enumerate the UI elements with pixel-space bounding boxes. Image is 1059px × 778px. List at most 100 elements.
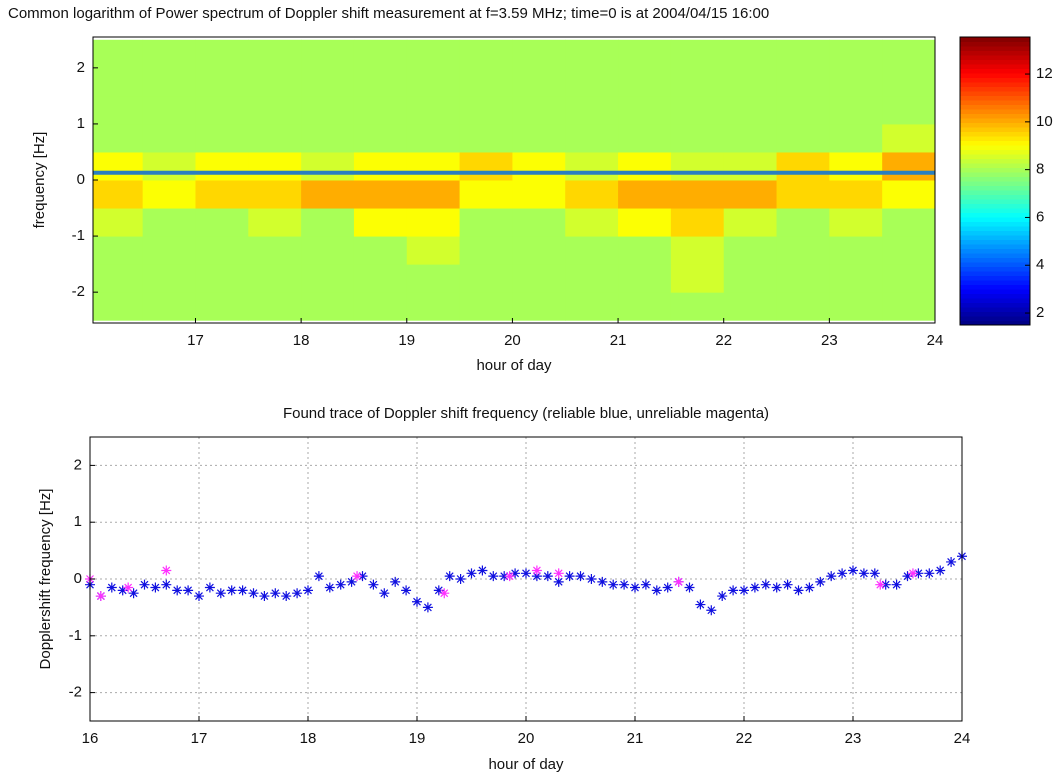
- data-point: [215, 588, 226, 599]
- colorbar-swatch: [960, 262, 1030, 267]
- heatmap-cell: [248, 151, 302, 181]
- data-point: [907, 568, 918, 579]
- heatmap-cell: [618, 151, 672, 181]
- data-point: [444, 571, 455, 582]
- data-point: [706, 605, 717, 616]
- colorbar-swatch: [960, 95, 1030, 101]
- heatmap-cell: [723, 292, 778, 321]
- heatmap-cell: [93, 151, 144, 181]
- heatmap-cell: [829, 95, 883, 125]
- x-axis-label: hour of day: [488, 756, 564, 773]
- data-point: [117, 585, 128, 596]
- heatmap-cell: [565, 264, 619, 293]
- heatmap-cell: [776, 95, 830, 125]
- data-point: [390, 576, 401, 587]
- heatmap-cell: [618, 39, 672, 69]
- data-point: [95, 591, 106, 602]
- x-axis-label: hour of day: [476, 357, 552, 374]
- chart-title: Found trace of Doppler shift frequency (…: [283, 405, 769, 422]
- heatmap-cell: [248, 264, 302, 293]
- colorbar-tick-label: 12: [1036, 65, 1053, 82]
- data-point: [504, 571, 515, 582]
- heatmap-cell: [723, 180, 778, 209]
- colorbar-swatch: [960, 73, 1030, 78]
- colorbar-swatch: [960, 68, 1030, 74]
- heatmap-cell: [618, 264, 672, 293]
- colorbar-swatch: [960, 257, 1030, 263]
- data-point: [695, 599, 706, 610]
- colorbar-swatch: [960, 37, 1030, 42]
- heatmap-cell: [195, 39, 249, 69]
- y-tick-label: -1: [69, 627, 82, 644]
- colorbar-swatch: [960, 41, 1030, 47]
- data-point: [106, 582, 117, 593]
- data-point: [248, 588, 259, 599]
- colorbar-swatch: [960, 118, 1030, 123]
- heatmap-cell: [301, 180, 355, 209]
- colorbar-swatch: [960, 248, 1030, 254]
- heatmap-cell: [353, 208, 408, 237]
- x-tick-label: 18: [300, 730, 317, 747]
- x-tick-label: 24: [954, 730, 971, 747]
- data-point: [466, 568, 477, 579]
- colorbar-swatch: [960, 140, 1030, 146]
- heatmap-cell: [776, 123, 830, 153]
- data-point: [619, 579, 630, 590]
- data-point: [412, 596, 422, 607]
- data-point: [575, 571, 586, 582]
- heatmap-cell: [93, 39, 144, 69]
- heatmap-cell: [248, 180, 302, 209]
- data-point: [128, 588, 139, 599]
- heatmap-cell: [301, 67, 355, 97]
- heatmap-cell: [618, 123, 672, 153]
- data-point: [880, 579, 891, 590]
- heatmap-cell: [459, 236, 513, 265]
- heatmap-cell: [195, 180, 249, 209]
- x-tick-label: 20: [518, 730, 535, 747]
- heatmap-cell: [882, 151, 935, 181]
- colorbar-swatch: [960, 91, 1030, 96]
- heatmap-cell: [301, 236, 355, 265]
- data-point: [608, 579, 619, 590]
- heatmap-cell: [142, 123, 196, 153]
- y-tick-label: 2: [77, 59, 85, 76]
- colorbar-swatch: [960, 145, 1030, 150]
- y-tick-label: -2: [69, 684, 82, 701]
- heatmap-cell: [248, 39, 302, 69]
- heatmap-cell: [353, 180, 408, 209]
- heatmap-cell: [723, 236, 778, 265]
- heatmap-cell: [829, 67, 883, 97]
- x-tick-label: 20: [504, 332, 521, 349]
- heatmap-cell: [353, 236, 408, 265]
- colorbar-swatch: [960, 280, 1030, 285]
- data-point: [586, 574, 597, 584]
- heatmap-cell: [93, 236, 144, 265]
- x-tick-label: 22: [715, 332, 732, 349]
- colorbar-swatch: [960, 176, 1030, 182]
- heatmap-cell: [406, 208, 461, 237]
- data-point: [651, 585, 662, 596]
- heatmap-cell: [406, 39, 461, 69]
- data-point: [123, 582, 134, 593]
- heatmap-cell: [142, 39, 196, 69]
- heatmap-cell: [459, 67, 513, 97]
- heatmap-cell: [512, 292, 566, 321]
- colorbar-swatch: [960, 311, 1030, 317]
- x-tick-label: 21: [610, 332, 627, 349]
- x-tick-label: 17: [191, 730, 208, 747]
- data-point: [630, 582, 640, 593]
- heatmap-cell: [776, 39, 830, 69]
- heatmap-cell: [248, 123, 302, 153]
- colorbar-swatch: [960, 154, 1030, 159]
- colorbar-swatch: [960, 181, 1030, 186]
- colorbar-swatch: [960, 307, 1030, 312]
- heatmap-cell: [301, 151, 355, 181]
- colorbar-swatch: [960, 298, 1030, 303]
- colorbar-tick-label: 4: [1036, 256, 1044, 273]
- colorbar-swatch: [960, 100, 1030, 105]
- data-point: [749, 582, 760, 593]
- heatmap-cell: [459, 292, 513, 321]
- heatmap-cell: [93, 123, 144, 153]
- x-tick-label: 23: [845, 730, 862, 747]
- colorbar-swatch: [960, 235, 1030, 240]
